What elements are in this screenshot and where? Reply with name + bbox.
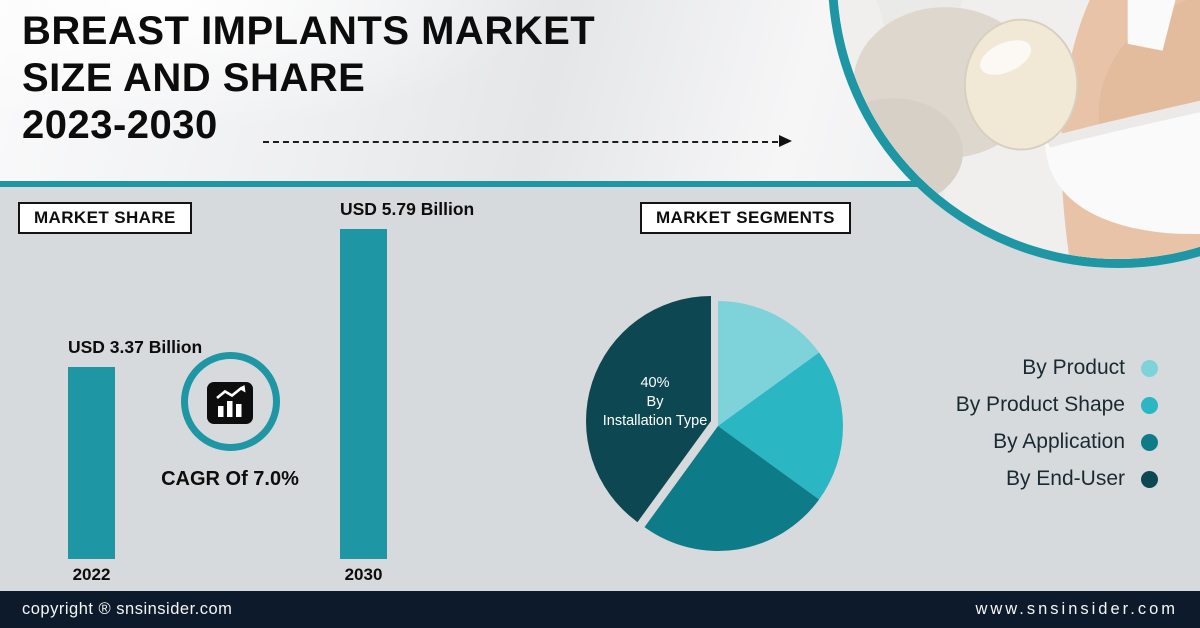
- legend-item-by-product: By Product: [1022, 356, 1158, 380]
- website-url: www.snsinsider.com: [975, 600, 1178, 618]
- market-segments-pie: 40% By Installation Type: [578, 286, 858, 566]
- bar-group-2022: USD 3.37 Billion 2022: [68, 337, 258, 585]
- cagr-badge: CAGR Of 7.0%: [150, 352, 310, 491]
- legend-label: By Application: [993, 430, 1125, 453]
- header-background-sheen: [0, 0, 900, 183]
- legend-dot: [1141, 433, 1158, 451]
- cagr-label: CAGR Of 7.0%: [161, 468, 299, 490]
- growth-chart-icon: [207, 381, 253, 424]
- bar-group-2030: USD 5.79 Billion 2030: [340, 199, 530, 585]
- legend-label: By Product: [1022, 356, 1125, 379]
- page-title: BREAST IMPLANTS MARKET SIZE AND SHARE 20…: [22, 8, 595, 149]
- bar-value-label-2022: USD 3.37 Billion: [68, 337, 203, 357]
- pie-slice-by-product-shape: [718, 352, 843, 500]
- title-line-3: 2023-2030: [22, 103, 218, 147]
- pie-slice-by-product: [718, 301, 820, 426]
- legend-dot: [1141, 470, 1158, 488]
- arrow-head-icon: [779, 135, 792, 147]
- legend-item-by-end-user: By End-User: [1006, 467, 1158, 491]
- pie-slice-by-end-user: [586, 296, 711, 523]
- legend-dot: [1141, 359, 1158, 377]
- bar-year-label-2030: 2030: [344, 565, 383, 584]
- accent-divider: [0, 181, 1200, 187]
- bar-year-label-2022: 2022: [72, 565, 111, 584]
- bar-value-label-2030: USD 5.79 Billion: [340, 199, 475, 219]
- hero-photo-circle: [828, 0, 1200, 268]
- market-segments-heading: MARKET SEGMENTS: [640, 202, 851, 234]
- market-share-heading: MARKET SHARE: [18, 202, 192, 234]
- dashed-arrow: [263, 135, 792, 147]
- pie-slice-by-application: [644, 426, 820, 551]
- legend-item-by-product-shape: By Product Shape: [956, 393, 1158, 417]
- legend-label: By End-User: [1005, 467, 1125, 490]
- legend-label: By Product Shape: [955, 393, 1125, 416]
- legend-item-by-application: By Application: [993, 430, 1158, 454]
- bar-2030: [340, 229, 387, 559]
- title-line-1: BREAST IMPLANTS MARKET: [22, 9, 596, 53]
- segments-pie-svg: [586, 296, 843, 551]
- bar-2022: [68, 367, 115, 559]
- segments-legend: By Product By Product Shape By Applicati…: [956, 356, 1158, 491]
- title-line-2: SIZE AND SHARE: [22, 56, 366, 100]
- legend-dot: [1141, 396, 1158, 414]
- cagr-ring: [180, 352, 280, 451]
- breast-implant-photo-illustration: [837, 0, 1200, 259]
- footer: copyright ® snsinsider.com www.snsinside…: [0, 591, 1200, 628]
- copyright-text: copyright ® snsinsider.com: [22, 600, 233, 618]
